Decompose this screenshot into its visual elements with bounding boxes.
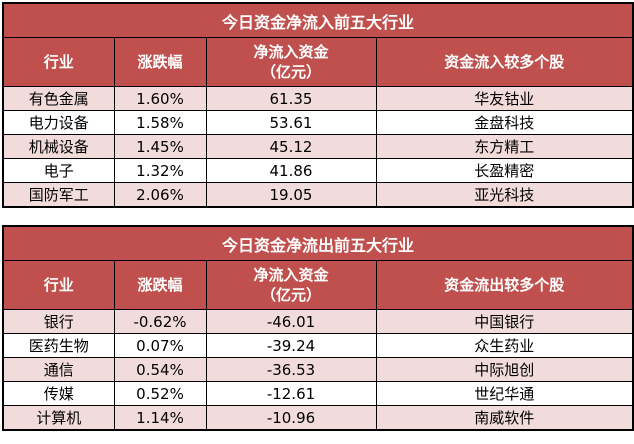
stock-cell: 中际旭创: [375, 357, 634, 382]
stock-cell: 南威软件: [375, 405, 634, 431]
net-amount-cell: 45.12: [205, 134, 377, 159]
net-amount-cell: -46.01: [205, 309, 377, 334]
industry-cell: 传媒: [2, 381, 115, 406]
outflow-table-title: 今日资金净流出前五大行业: [2, 225, 634, 261]
stock-cell: 世纪华通: [375, 381, 634, 406]
change-pct-cell: 1.32%: [113, 158, 207, 183]
stock-cell: 中国银行: [375, 309, 634, 334]
industry-cell: 电子: [2, 158, 115, 183]
outflow-header-row: 行业 涨跌幅 净流入资金 （亿元） 资金流出较多个股: [2, 260, 634, 310]
inflow-table: 今日资金净流入前五大行业 行业 涨跌幅 净流入资金 （亿元） 资金流入较多个股 …: [2, 2, 634, 208]
industry-cell: 通信: [2, 357, 115, 382]
industry-cell: 银行: [2, 309, 115, 334]
stock-cell: 金盘科技: [375, 110, 634, 135]
net-amount-cell: 61.35: [205, 86, 377, 111]
net-amount-cell: -12.61: [205, 381, 377, 406]
change-pct-cell: 1.58%: [113, 110, 207, 135]
net-amount-cell: -10.96: [205, 405, 377, 431]
net-amount-cell: -36.53: [205, 357, 377, 382]
net-amount-cell: 41.86: [205, 158, 377, 183]
table-row: 电子 1.32% 41.86 长盈精密: [2, 158, 634, 183]
stock-cell: 东方精工: [375, 134, 634, 159]
change-pct-cell: 0.07%: [113, 333, 207, 358]
table-row: 计算机 1.14% -10.96 南威软件: [2, 405, 634, 431]
net-amount-cell: 19.05: [205, 182, 377, 208]
table-row: 国防军工 2.06% 19.05 亚光科技: [2, 182, 634, 208]
inflow-col-header-netamount: 净流入资金 （亿元）: [205, 37, 377, 87]
inflow-col-header-industry: 行业: [2, 37, 115, 87]
inflow-header-row: 行业 涨跌幅 净流入资金 （亿元） 资金流入较多个股: [2, 37, 634, 87]
change-pct-cell: 2.06%: [113, 182, 207, 208]
net-amount-cell: 53.61: [205, 110, 377, 135]
stock-cell: 长盈精密: [375, 158, 634, 183]
outflow-col-header-stocks: 资金流出较多个股: [375, 260, 634, 310]
change-pct-cell: 1.45%: [113, 134, 207, 159]
stock-cell: 亚光科技: [375, 182, 634, 208]
change-pct-cell: 1.60%: [113, 86, 207, 111]
industry-cell: 国防军工: [2, 182, 115, 208]
outflow-col-header-change: 涨跌幅: [113, 260, 207, 310]
outflow-col-header-netamount: 净流入资金 （亿元）: [205, 260, 377, 310]
outflow-table: 今日资金净流出前五大行业 行业 涨跌幅 净流入资金 （亿元） 资金流出较多个股 …: [2, 225, 634, 431]
inflow-table-title: 今日资金净流入前五大行业: [2, 2, 634, 38]
table-row: 传媒 0.52% -12.61 世纪华通: [2, 381, 634, 406]
industry-cell: 计算机: [2, 405, 115, 431]
outflow-title-row: 今日资金净流出前五大行业: [2, 225, 634, 261]
change-pct-cell: 0.52%: [113, 381, 207, 406]
table-row: 电力设备 1.58% 53.61 金盘科技: [2, 110, 634, 135]
table-row: 有色金属 1.60% 61.35 华友钴业: [2, 86, 634, 111]
inflow-col-header-change: 涨跌幅: [113, 37, 207, 87]
net-amount-cell: -39.24: [205, 333, 377, 358]
table-row: 机械设备 1.45% 45.12 东方精工: [2, 134, 634, 159]
table-row: 医药生物 0.07% -39.24 众生药业: [2, 333, 634, 358]
industry-cell: 有色金属: [2, 86, 115, 111]
inflow-title-row: 今日资金净流入前五大行业: [2, 2, 634, 38]
tables-gap: [2, 208, 632, 225]
change-pct-cell: -0.62%: [113, 309, 207, 334]
stock-cell: 华友钴业: [375, 86, 634, 111]
table-row: 银行 -0.62% -46.01 中国银行: [2, 309, 634, 334]
inflow-col-header-stocks: 资金流入较多个股: [375, 37, 634, 87]
industry-cell: 医药生物: [2, 333, 115, 358]
industry-cell: 机械设备: [2, 134, 115, 159]
table-row: 通信 0.54% -36.53 中际旭创: [2, 357, 634, 382]
change-pct-cell: 1.14%: [113, 405, 207, 431]
stock-cell: 众生药业: [375, 333, 634, 358]
outflow-col-header-industry: 行业: [2, 260, 115, 310]
industry-cell: 电力设备: [2, 110, 115, 135]
change-pct-cell: 0.54%: [113, 357, 207, 382]
